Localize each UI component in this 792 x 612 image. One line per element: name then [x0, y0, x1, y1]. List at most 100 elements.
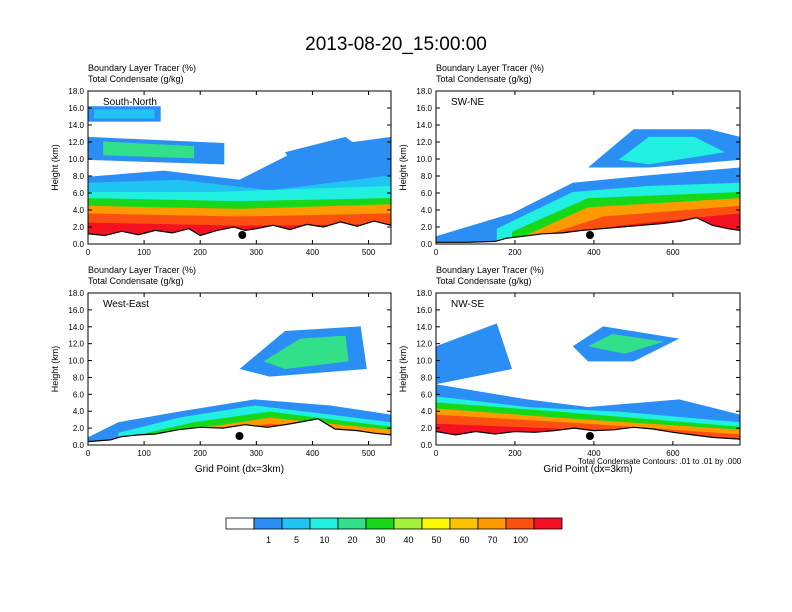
y-tick-label: 4.0 [421, 206, 433, 215]
colorbar-label: 5 [294, 535, 299, 545]
panels: 0.0 2.0 4.0 6.0 8.0 10.0 12.0 14.0 16.0 18.0 0 100 2… [50, 63, 741, 475]
y-tick-label: 10.0 [416, 155, 432, 164]
y-tick-label: 18.0 [68, 87, 84, 96]
x-axis-label: Grid Point (dx=3km) [195, 464, 284, 475]
colorbar-box [505, 517, 535, 530]
y-axis-label: Height (km) [50, 144, 60, 191]
x-tick-label: 500 [362, 449, 376, 458]
y-tick-label: 10.0 [68, 357, 84, 366]
x-tick-label: 600 [666, 248, 680, 257]
heatmap-fill [88, 326, 391, 445]
y-tick-label: 0.0 [421, 240, 433, 249]
x-tick-label: 600 [666, 449, 680, 458]
y-tick-label: 16.0 [68, 306, 84, 315]
colorbar-boxes [225, 517, 563, 530]
y-tick-label: 10.0 [416, 357, 432, 366]
y-tick-label: 8.0 [421, 373, 433, 382]
panel-label: South-North [103, 97, 157, 108]
figure-title: 2013-08-20_15:00:00 [305, 34, 487, 55]
tracer-layer [588, 334, 664, 354]
y-axis-label: Height (km) [50, 346, 60, 393]
terrain-line [436, 426, 740, 440]
y-tick-label: 6.0 [421, 189, 433, 198]
x-tick-label: 500 [362, 248, 376, 257]
colorbar-box [253, 517, 283, 530]
y-tick-label: 6.0 [421, 390, 433, 399]
y-tick-label: 8.0 [73, 373, 85, 382]
panel-header-line2: Total Condensate (g/kg) [436, 74, 532, 84]
tracer-layer [94, 109, 155, 119]
panel-label: West-East [103, 299, 149, 310]
terrain-line [88, 220, 391, 237]
x-tick-label: 0 [86, 449, 91, 458]
panel-label: NW-SE [451, 299, 484, 310]
colorbar-box [281, 517, 311, 530]
panel-header-line1: Boundary Layer Tracer (%) [436, 265, 544, 275]
plot-frame [435, 292, 741, 446]
colorbar-box [449, 517, 479, 530]
plot-frame [87, 292, 392, 446]
panel-1: 0.0 2.0 4.0 6.0 8.0 10.0 12.0 14.0 16.0 18.0 0 100 2… [50, 63, 392, 257]
panel-header-line1: Boundary Layer Tracer (%) [436, 63, 544, 73]
panel-header-line2: Total Condensate (g/kg) [88, 276, 184, 286]
x-tick-label: 200 [508, 449, 522, 458]
y-axis-label: Height (km) [398, 346, 408, 393]
terrain-line [88, 418, 391, 443]
panel-label: SW-NE [451, 97, 484, 108]
tracer-layer [285, 136, 376, 176]
colorbar: 1 5 10 20 30 40 50 60 70 100 [225, 517, 563, 545]
y-tick-label: 4.0 [421, 407, 433, 416]
y-tick-label: 2.0 [421, 424, 433, 433]
contour-note: Total Condensate Contours: .01 to .01 by… [578, 457, 742, 466]
y-tick-label: 8.0 [73, 172, 85, 181]
colorbar-box [365, 517, 395, 530]
y-tick-label: 12.0 [416, 340, 432, 349]
colorbar-box [393, 517, 423, 530]
x-tick-label: 200 [194, 248, 208, 257]
colorbar-box [477, 517, 507, 530]
colorbar-label: 1 [266, 535, 271, 545]
colorbar-box [337, 517, 367, 530]
location-marker [235, 432, 244, 440]
x-tick-label: 0 [434, 248, 439, 257]
colorbar-box [309, 517, 339, 530]
terrain-line [436, 217, 740, 243]
colorbar-labels: 1 5 10 20 30 40 50 60 70 100 [266, 535, 528, 545]
colorbar-label: 20 [347, 535, 357, 545]
y-tick-label: 2.0 [73, 424, 85, 433]
tracer-layer [618, 136, 725, 165]
x-tick-label: 0 [434, 449, 439, 458]
y-tick-label: 18.0 [416, 289, 432, 298]
x-tick-label: 400 [306, 449, 320, 458]
y-tick-label: 8.0 [421, 172, 433, 181]
y-tick-label: 2.0 [73, 223, 85, 232]
x-tick-label: 300 [250, 449, 264, 458]
x-tick-label: 100 [137, 248, 151, 257]
y-tick-label: 18.0 [416, 87, 432, 96]
colorbar-label: 30 [375, 535, 385, 545]
x-tick-label: 200 [508, 248, 522, 257]
colorbar-label: 10 [319, 535, 329, 545]
terrain-fill [88, 418, 391, 445]
y-tick-label: 14.0 [68, 323, 84, 332]
tracer-layer [263, 335, 349, 369]
colorbar-box [421, 517, 451, 530]
y-tick-label: 12.0 [68, 138, 84, 147]
y-tick-label: 4.0 [73, 206, 85, 215]
y-tick-label: 0.0 [421, 441, 433, 450]
y-tick-label: 0.0 [73, 441, 85, 450]
location-marker [585, 231, 594, 239]
panel-header-line1: Boundary Layer Tracer (%) [88, 63, 196, 73]
x-tick-label: 400 [587, 449, 601, 458]
location-marker [238, 231, 247, 239]
location-marker [585, 432, 594, 440]
y-tick-label: 16.0 [416, 306, 432, 315]
y-tick-label: 6.0 [73, 390, 85, 399]
y-tick-label: 14.0 [416, 121, 432, 130]
panel-header-line2: Total Condensate (g/kg) [88, 74, 184, 84]
terrain-fill [436, 217, 740, 244]
panel-header-line2: Total Condensate (g/kg) [436, 276, 532, 286]
colorbar-box [533, 517, 563, 530]
y-tick-label: 0.0 [73, 240, 85, 249]
plot-frame [87, 90, 392, 245]
